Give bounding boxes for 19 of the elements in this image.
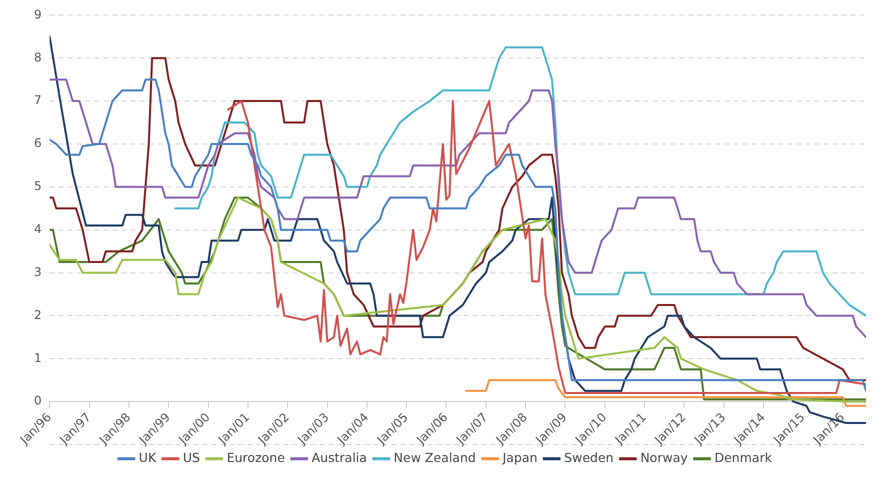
y-tick-label: 4	[34, 222, 42, 236]
legend-label: Sweden	[564, 450, 614, 465]
y-tick-label: 8	[34, 50, 42, 64]
y-tick-label: 3	[34, 264, 42, 279]
y-tick-label: 6	[34, 136, 42, 150]
y-tick-label: 9	[34, 7, 42, 22]
y-tick-label: 1	[34, 350, 42, 365]
y-tick-label: 5	[34, 179, 42, 194]
legend-label: New Zealand	[394, 450, 476, 465]
legend-label: Australia	[312, 450, 367, 465]
legend-label: Denmark	[714, 450, 773, 465]
legend-label: Eurozone	[226, 450, 286, 465]
y-tick-label: 0	[34, 394, 42, 408]
legend-label: UK	[138, 450, 157, 465]
y-tick-label: 2	[34, 308, 42, 322]
legend-label: US	[182, 450, 200, 465]
y-tick-label: 7	[34, 93, 42, 108]
legend-label: Norway	[640, 450, 688, 465]
legend-label: Japan	[502, 450, 538, 465]
